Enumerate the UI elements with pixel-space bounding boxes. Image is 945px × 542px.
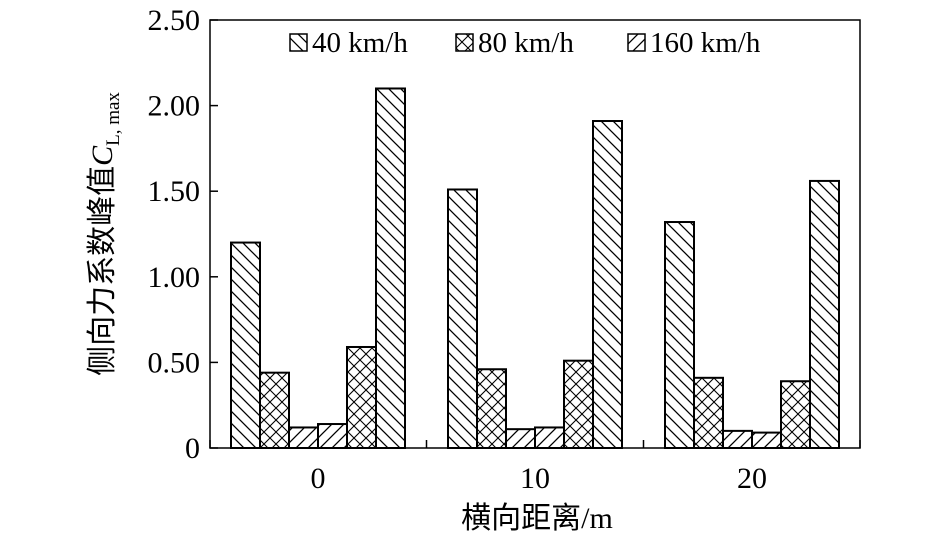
y-tick-label: 2.00 <box>148 90 201 123</box>
y-tick-label: 1.50 <box>148 175 201 208</box>
bar-series1-cat0 <box>230 241 261 449</box>
y-axis-title-symbol: C <box>86 145 119 166</box>
bars-layer <box>230 87 840 450</box>
bar-series5-cat20 <box>780 380 811 449</box>
legend-swatch <box>289 33 308 52</box>
bar-series2-cat10 <box>476 368 507 449</box>
y-tick-label: 0 <box>185 432 200 465</box>
bar-series3-cat20 <box>722 429 753 450</box>
y-tick-label: 0.50 <box>148 346 201 379</box>
axes-layer: 0 0.50 1.00 1.50 2.00 2.50 0 10 20 <box>148 4 861 495</box>
bar-series4-cat10 <box>534 426 565 449</box>
bar-series6-cat20 <box>809 179 840 449</box>
legend-swatch <box>455 33 474 52</box>
bar-series2-cat20 <box>693 376 724 450</box>
bar-series6-cat10 <box>592 120 623 450</box>
bar-series3-cat0 <box>288 426 319 449</box>
plot-frame <box>209 19 861 449</box>
y-tick-label: 1.00 <box>148 261 201 294</box>
bar-series5-cat0 <box>346 345 377 450</box>
x-tick-label: 0 <box>311 462 326 495</box>
legend-swatch <box>627 33 646 52</box>
bar-series6-cat0 <box>375 87 406 449</box>
legend-label: 80 km/h <box>478 27 574 59</box>
y-tick-label: 2.50 <box>148 4 201 37</box>
bar-series1-cat10 <box>447 188 478 449</box>
bar-series2-cat0 <box>259 371 290 449</box>
legend-label: 160 km/h <box>650 27 761 59</box>
y-axis-title-subscript: L, max <box>103 92 124 146</box>
y-axis-title: 侧向力系数峰值CL, max <box>86 92 124 376</box>
bar-series5-cat10 <box>563 359 594 449</box>
bar-series4-cat20 <box>751 431 782 450</box>
x-axis-title: 横向距离/m <box>461 502 613 535</box>
x-tick-label: 20 <box>737 462 767 495</box>
bar-series3-cat10 <box>505 428 536 449</box>
y-axis-title-main: 侧向力系数峰值 <box>86 166 119 376</box>
legend: 40 km/h 80 km/h 160 km/h <box>289 27 761 59</box>
bar-series4-cat0 <box>317 423 348 450</box>
x-tick-label: 10 <box>520 462 550 495</box>
legend-label: 40 km/h <box>312 27 408 59</box>
bar-series1-cat20 <box>664 221 695 449</box>
